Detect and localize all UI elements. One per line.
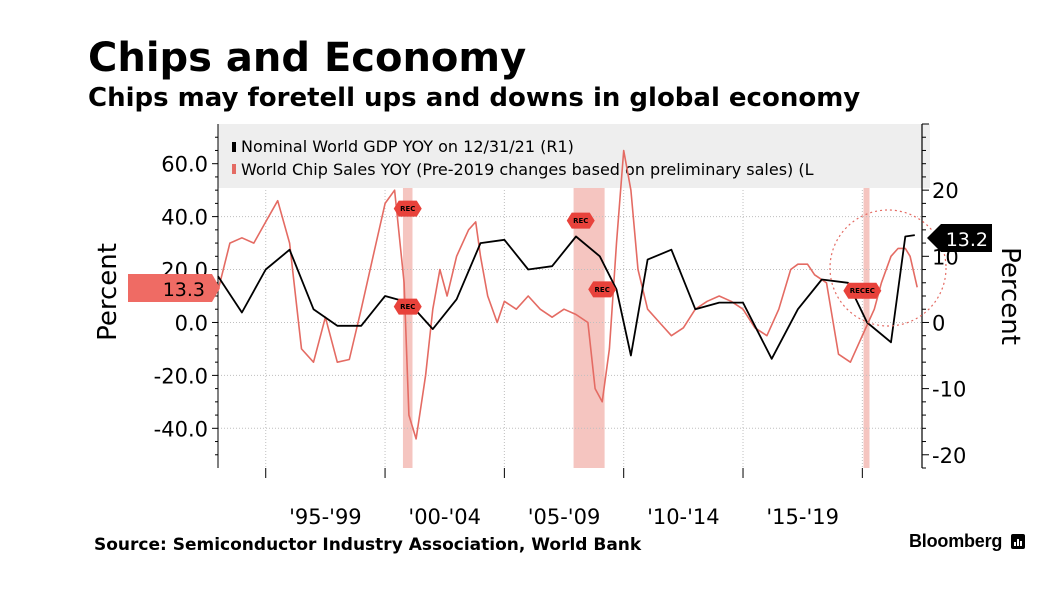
recession-marker-shape (393, 298, 422, 315)
recession-marker-0: REC (393, 200, 422, 217)
legend-background (218, 124, 930, 188)
chart-title: Chips and Economy (88, 35, 527, 81)
recession-marker-1: REC (393, 298, 422, 315)
right-value-callout: 13.2 (927, 224, 992, 252)
right-axis-tick-label: -10 (932, 378, 966, 402)
left-value-callout-text: 13.3 (163, 279, 205, 301)
recession-marker-label: RECEC (850, 287, 875, 295)
left-axis-tick-label: -40.0 (154, 417, 208, 441)
source-note: Source: Semiconductor Industry Associati… (94, 535, 642, 555)
recession-band-0 (402, 124, 413, 468)
right-axis-tick-label: -20 (932, 444, 966, 468)
recession-marker-label: REC (400, 205, 415, 213)
left-axis-label: Percent (93, 243, 123, 341)
right-value-callout-text: 13.2 (946, 229, 988, 251)
recession-marker-label: REC (400, 303, 415, 311)
right-axis-tick-label: 0 (932, 311, 945, 335)
left-axis-tick-label: 40.0 (161, 206, 208, 230)
x-axis-tick-label: '05-'09 (528, 505, 601, 529)
legend-entry-chip-sales: World Chip Sales YOY (Pre-2019 changes b… (241, 160, 814, 179)
bloomberg-terminal-icon (1011, 534, 1025, 549)
left-axis-tick-label: -20.0 (154, 364, 208, 388)
recession-marker-shape (566, 212, 595, 229)
left-axis-tick-label: 60.0 (161, 153, 208, 177)
x-axis-tick-label: '10-'14 (647, 505, 720, 529)
recession-marker-label: REC (573, 217, 588, 225)
bloomberg-logo: Bloomberg (909, 531, 1003, 551)
recession-marker-label: REC (595, 286, 610, 294)
recession-marker-shape (588, 281, 617, 298)
left-value-callout: 13.3 (128, 274, 220, 302)
recession-marker-2: REC (566, 212, 595, 229)
recession-marker-4: RECEC (843, 282, 882, 299)
chart-subtitle: Chips may foretell ups and downs in glob… (88, 83, 861, 113)
legend-swatch-gdp (232, 142, 236, 152)
x-axis-tick-label: '00-'04 (408, 505, 481, 529)
x-axis-tick-label: '15-'19 (766, 505, 839, 529)
x-axis-tick-label: '95-'99 (289, 505, 362, 529)
legend-entry-gdp: Nominal World GDP YOY on 12/31/21 (R1) (241, 137, 574, 156)
right-axis-tick-label: 20 (932, 179, 959, 203)
legend: Nominal World GDP YOY on 12/31/21 (R1) W… (232, 137, 814, 179)
right-axis-label: Percent (995, 247, 1025, 345)
series-line-gdp (217, 234, 915, 360)
recession-marker-shape (393, 200, 422, 217)
left-axis-tick-label: 0.0 (175, 311, 208, 335)
recession-marker-shape (843, 282, 882, 299)
recession-marker-3: REC (588, 281, 617, 298)
highlight-circle (829, 209, 947, 327)
series-line-chip-sales (217, 149, 918, 440)
legend-swatch-chip-sales (232, 164, 236, 174)
